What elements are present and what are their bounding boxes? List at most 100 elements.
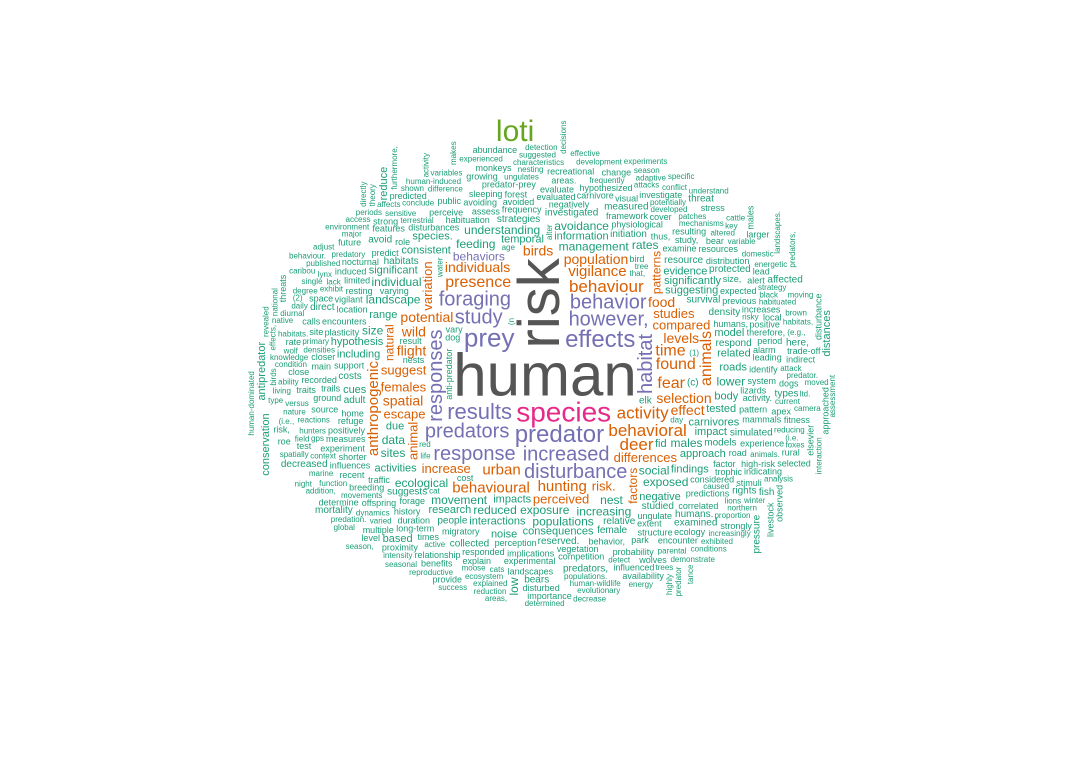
cloud-word: threat [688, 194, 714, 205]
cloud-word: responses [425, 329, 447, 421]
cloud-word: cues [343, 384, 367, 396]
cloud-word: predators, [788, 232, 797, 268]
cloud-word: responded [462, 547, 505, 557]
cloud-word: refuge [338, 416, 364, 426]
cloud-word: energy [629, 580, 653, 589]
cloud-word: living [273, 387, 291, 396]
cloud-word: trade-off [787, 346, 821, 356]
cloud-word: size [362, 324, 384, 338]
cloud-word: habitat [635, 334, 657, 394]
cloud-word: animals. [750, 450, 780, 459]
cloud-word: frequently [589, 176, 624, 185]
cloud-word: wild [401, 323, 426, 339]
cloud-word: alter [545, 224, 554, 240]
cloud-word: activity [617, 403, 669, 422]
cloud-word: vary [446, 325, 464, 335]
cloud-word: nocturnal [342, 257, 379, 267]
cloud-word: direct [310, 302, 335, 313]
cloud-word: implications [507, 549, 555, 559]
cloud-word: experiment [320, 444, 365, 454]
cloud-word: northern [727, 503, 757, 512]
cloud-word: impact [695, 426, 727, 438]
cloud-word: variable [728, 237, 757, 246]
cloud-word: variation [420, 261, 435, 310]
cloud-word: recorded [301, 375, 337, 385]
cloud-word: availability [622, 571, 664, 581]
cloud-word: research [429, 504, 472, 516]
cloud-word: significantly [664, 275, 721, 287]
cloud-word: negatively [549, 200, 590, 210]
cloud-word: nesting [518, 165, 544, 174]
cloud-word: current [775, 397, 801, 406]
cloud-word: thus, [651, 231, 671, 241]
cloud-word: disturbed [523, 583, 560, 593]
cloud-word: context [310, 451, 337, 460]
cloud-word: competition [558, 552, 604, 562]
cloud-word: cost [457, 473, 474, 483]
cloud-word: foxes [785, 440, 804, 449]
cloud-word: exposure [520, 503, 570, 517]
cloud-word: caribou [289, 266, 315, 275]
cloud-word: based [383, 533, 413, 545]
cloud-word: suggested [519, 150, 556, 159]
cloud-word: measured [604, 202, 648, 213]
cloud-word: high-risk [741, 459, 776, 469]
cloud-word: proportion [714, 511, 750, 520]
cloud-word: movement [431, 493, 488, 507]
cloud-word: ungulate [638, 511, 673, 521]
cloud-word: previous [722, 296, 757, 306]
cloud-word: traffic [368, 475, 390, 485]
cloud-word: exposed [643, 475, 688, 489]
cloud-word: patches [678, 212, 706, 221]
cloud-word: diurnal [280, 309, 304, 318]
cloud-word: individuals [445, 259, 510, 275]
cloud-word: active [424, 540, 445, 549]
cloud-word: cattle [726, 214, 746, 223]
cloud-word: highly [665, 574, 674, 595]
cloud-word: here, [786, 337, 809, 348]
cloud-word: altered [710, 228, 734, 237]
cloud-word: animal [406, 422, 421, 460]
cloud-word: risk, [273, 424, 290, 434]
cloud-word: strong [373, 216, 398, 226]
cloud-word: range [369, 309, 397, 321]
cloud-word: effects, [268, 325, 277, 351]
cloud-word: extent [637, 519, 662, 529]
cloud-word: global [334, 523, 356, 532]
cloud-word: attack [780, 364, 802, 373]
cloud-word: larger [746, 230, 769, 240]
cloud-word: season [634, 166, 660, 175]
cloud-word: densities [303, 346, 335, 355]
cloud-word: increase [422, 461, 471, 476]
cloud-word: however, [569, 309, 649, 331]
cloud-word: temporal [501, 234, 544, 246]
cloud-word: indirect [786, 355, 816, 365]
cloud-word: breeding [349, 483, 384, 493]
cloud-word: (i.e. [785, 434, 798, 443]
cloud-word: calls [302, 317, 321, 327]
cloud-word: caused [703, 482, 729, 491]
cloud-word: lack [326, 277, 341, 286]
cloud-word: social [639, 464, 670, 478]
cloud-word: human-wildlife [570, 579, 622, 588]
cloud-word: knowledge [270, 353, 309, 362]
cloud-word: differences [614, 450, 678, 465]
cloud-word: period [757, 336, 782, 346]
cloud-word: reactions [297, 416, 329, 425]
cloud-word: periods [356, 208, 382, 217]
cloud-word: degree [293, 287, 318, 296]
cloud-word: importance [527, 591, 572, 601]
cloud-word: physiological [611, 219, 663, 229]
cloud-word: body [714, 391, 738, 403]
cloud-word: alert [747, 275, 765, 285]
cloud-word: seasonal [385, 560, 417, 569]
cloud-word: pressure [752, 514, 763, 553]
cloud-word: protected [709, 264, 751, 275]
cloud-word: predictions [686, 488, 730, 498]
cloud-word: dynamics [356, 508, 390, 517]
cloud-word: traits [296, 385, 316, 395]
cloud-word: that, [630, 269, 646, 278]
cloud-word: strategy [758, 283, 786, 292]
cloud-word: local [763, 312, 782, 322]
cloud-word: main [311, 362, 331, 372]
